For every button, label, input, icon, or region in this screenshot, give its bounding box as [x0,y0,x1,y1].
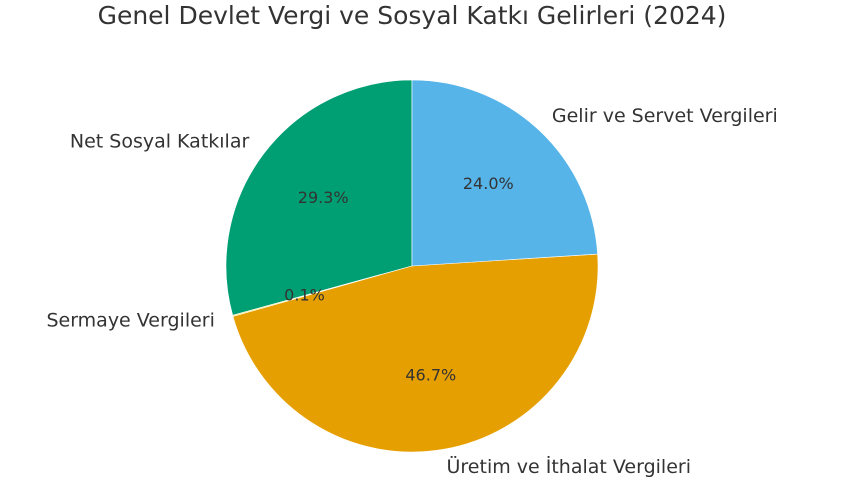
slice-labels: Net Sosyal Katkılar Sermaye Vergileri Üret… [46,105,777,478]
pie-slices [225,79,599,453]
pie-slice-net-sosyal-katkilar [225,79,413,316]
percent-labels: 29.3% 0.1% 46.7% 24.0% [284,174,514,384]
percent-label-gelir-ve-servet-vergileri: 24.0% [463,174,514,193]
slice-label-net-sosyal-katkilar: Net Sosyal Katkılar [70,131,250,153]
pie-slice-uretim-ve-ithalat-vergileri [232,253,599,453]
percent-label-net-sosyal-katkilar: 29.3% [298,188,349,207]
percent-label-uretim-ve-ithalat-vergileri: 46.7% [405,366,456,385]
chart-title: Genel Devlet Vergi ve Sosyal Katkı Gelir… [98,1,727,30]
slice-label-uretim-ve-ithalat-vergileri: Üretim ve İthalat Vergileri [447,455,691,478]
pie-slice-gelir-ve-servet-vergileri [411,79,598,267]
percent-label-sermaye-vergileri: 0.1% [284,285,325,304]
slice-label-sermaye-vergileri: Sermaye Vergileri [46,309,214,331]
slice-label-gelir-ve-servet-vergileri: Gelir ve Servet Vergileri [552,105,778,127]
